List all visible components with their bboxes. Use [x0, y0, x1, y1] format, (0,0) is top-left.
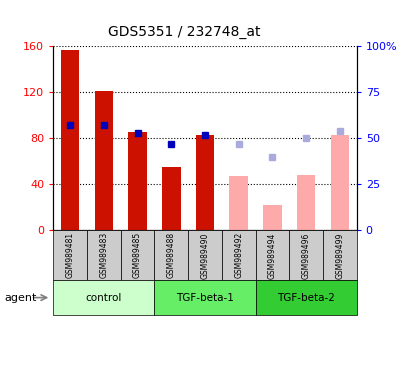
Bar [94, 91, 113, 230]
Bar [195, 135, 214, 230]
Text: GSM989499: GSM989499 [335, 232, 344, 278]
Bar [128, 132, 146, 230]
Text: TGF-beta-2: TGF-beta-2 [276, 293, 334, 303]
Text: GSM989481: GSM989481 [65, 232, 74, 278]
Bar [296, 175, 315, 230]
Text: GSM989494: GSM989494 [267, 232, 276, 278]
Text: GSM989492: GSM989492 [234, 232, 243, 278]
Text: GSM989488: GSM989488 [166, 232, 175, 278]
Bar [61, 50, 79, 230]
Bar [162, 167, 180, 230]
Text: GSM989483: GSM989483 [99, 232, 108, 278]
Text: control: control [85, 293, 122, 303]
Text: GSM989496: GSM989496 [301, 232, 310, 278]
Text: TGF-beta-1: TGF-beta-1 [175, 293, 234, 303]
Text: GDS5351 / 232748_at: GDS5351 / 232748_at [108, 25, 260, 39]
Text: agent: agent [4, 293, 36, 303]
Bar [229, 176, 247, 230]
Bar [330, 135, 348, 230]
Text: GSM989485: GSM989485 [133, 232, 142, 278]
Bar [263, 205, 281, 230]
Text: GSM989490: GSM989490 [200, 232, 209, 278]
